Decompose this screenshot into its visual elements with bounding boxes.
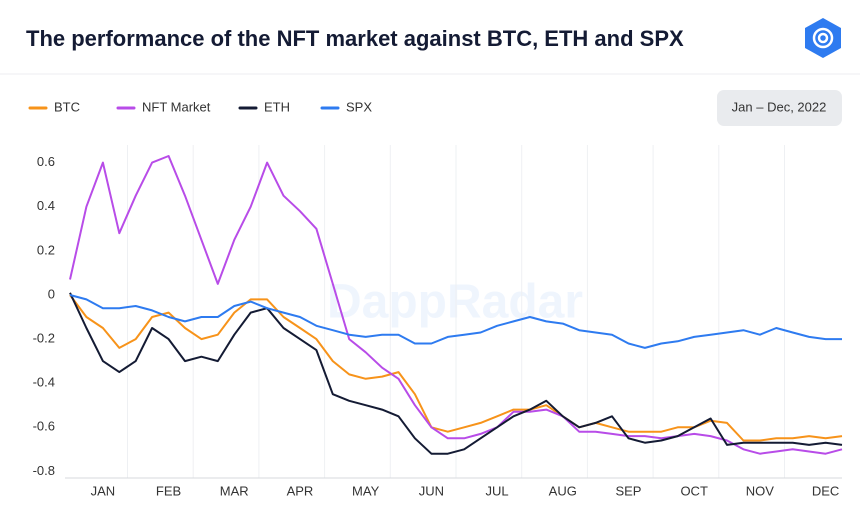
y-tick-label: -0.6 bbox=[33, 419, 55, 434]
x-tick-label: JUL bbox=[486, 483, 509, 498]
series-line bbox=[69, 294, 842, 349]
series-line bbox=[69, 292, 843, 455]
x-tick-label: OCT bbox=[680, 483, 708, 498]
y-tick-label: -0.4 bbox=[33, 375, 55, 390]
y-tick-label: 0.4 bbox=[37, 198, 55, 213]
y-tick-label: 0.6 bbox=[37, 154, 55, 169]
y-tick-label: -0.2 bbox=[33, 331, 55, 346]
y-tick-label: 0 bbox=[48, 286, 55, 301]
x-tick-label: FEB bbox=[156, 483, 181, 498]
x-tick-label: SEP bbox=[615, 483, 641, 498]
x-tick-label: JUN bbox=[419, 483, 444, 498]
legend-label: SPX bbox=[346, 99, 372, 114]
date-badge bbox=[717, 90, 842, 126]
legend-label: ETH bbox=[264, 99, 290, 114]
x-tick-label: JAN bbox=[91, 483, 116, 498]
x-tick-label: DEC bbox=[812, 483, 839, 498]
logo bbox=[805, 18, 841, 58]
x-tick-label: MAR bbox=[220, 483, 249, 498]
legend-label: NFT Market bbox=[142, 99, 211, 114]
legend: BTC NFT Market ETH SPX bbox=[28, 99, 372, 114]
date-range: Jan – Dec, 2022 bbox=[732, 99, 827, 114]
x-tick-label: APR bbox=[287, 483, 314, 498]
series-line bbox=[69, 155, 843, 455]
y-tick-label: 0.2 bbox=[37, 242, 55, 257]
x-tick-label: AUG bbox=[549, 483, 577, 498]
legend-label: BTC bbox=[54, 99, 80, 114]
y-tick-label: -0.8 bbox=[33, 463, 55, 478]
plot: 0.6 0.4 0.2 0 -0.2 -0.4 -0.6 -0.8 JAN FEB MAR APR MA… bbox=[33, 145, 843, 498]
chart-title: The performance of the NFT market agains… bbox=[26, 26, 684, 51]
x-tick-label: NOV bbox=[746, 483, 775, 498]
x-tick-label: MAY bbox=[352, 483, 380, 498]
